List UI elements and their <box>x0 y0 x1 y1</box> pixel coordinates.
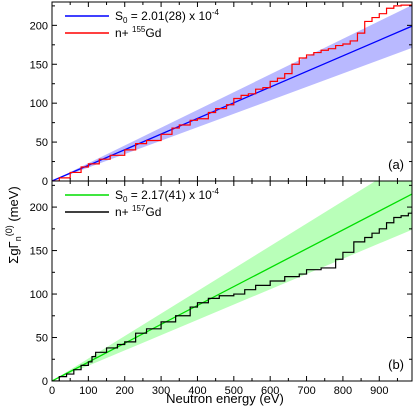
legend-b: S0 = 2.17(41) x 10-4n+ 157Gd <box>65 187 220 219</box>
panel-a: 0 50 100 150 200 (a) S0 = 2.01(28) x 10-4n+ 15… <box>30 1 413 188</box>
legend-label-data-a: n+ 155Gd <box>115 25 161 40</box>
plot-area-a <box>52 3 412 181</box>
x-tick-label-500: 500 <box>225 385 243 397</box>
y-axis-title-unit: (meV) <box>6 186 21 225</box>
legend-label-fit-a: S0 = 2.01(28) x 10-4 <box>115 8 220 25</box>
plot-area-b <box>52 181 412 381</box>
uncertainty-band-b <box>52 181 412 381</box>
legend-a: S0 = 2.01(28) x 10-4n+ 155Gd <box>65 8 220 40</box>
x-tick-label-400: 400 <box>188 385 206 397</box>
x-tick-label-300: 300 <box>152 385 170 397</box>
y-tick-label-a-0: 0 <box>42 176 48 188</box>
panel-b: 0 50 100 150 200 (b) S0 = 2.17(41) x 10-4n+ 15… <box>30 180 413 388</box>
panel-label-a: (a) <box>388 157 404 172</box>
y-tick-label-a-50: 50 <box>36 137 48 149</box>
y-tick-label-a-200: 200 <box>30 20 48 32</box>
x-axis-title: Neutron energy (eV) <box>166 391 284 406</box>
y-tick-label-a-150: 150 <box>30 59 48 71</box>
data-series-a <box>52 3 412 181</box>
x-axis-tick-labels: 0 100 200 300 400 500 600 700 800 900 <box>49 385 389 397</box>
y-tick-label-b-150: 150 <box>30 246 48 258</box>
x-tick-label-600: 600 <box>261 385 279 397</box>
fit-line-b <box>52 193 412 381</box>
x-tick-label-700: 700 <box>297 385 315 397</box>
x-tick-label-900: 900 <box>370 385 388 397</box>
panel-label-b: (b) <box>388 357 404 372</box>
y-tick-label-b-0: 0 <box>42 376 48 388</box>
y-axis-title: ΣgΓn(0) (meV) <box>4 186 23 263</box>
y-tick-label-a-100: 100 <box>30 98 48 110</box>
y-axis-title-sub: n <box>13 236 23 241</box>
fit-line-a <box>52 25 412 181</box>
axes-frame-b <box>51 180 413 382</box>
uncertainty-band-a <box>52 5 412 181</box>
legend-label-fit-b: S0 = 2.17(41) x 10-4 <box>115 187 220 204</box>
legend-label-data-b: n+ 157Gd <box>115 204 161 219</box>
y-axis-title-main: ΣgΓ <box>6 241 21 263</box>
y-tick-label-b-200: 200 <box>30 202 48 214</box>
y-tick-label-b-100: 100 <box>30 289 48 301</box>
y-tick-label-b-50: 50 <box>36 333 48 345</box>
x-tick-label-0: 0 <box>49 385 55 397</box>
x-tick-label-100: 100 <box>79 385 97 397</box>
axes-frame-a <box>51 1 413 182</box>
data-series-b <box>52 210 412 381</box>
x-tick-label-800: 800 <box>334 385 352 397</box>
x-tick-label-200: 200 <box>116 385 134 397</box>
y-axis-title-sup: (0) <box>4 225 14 236</box>
